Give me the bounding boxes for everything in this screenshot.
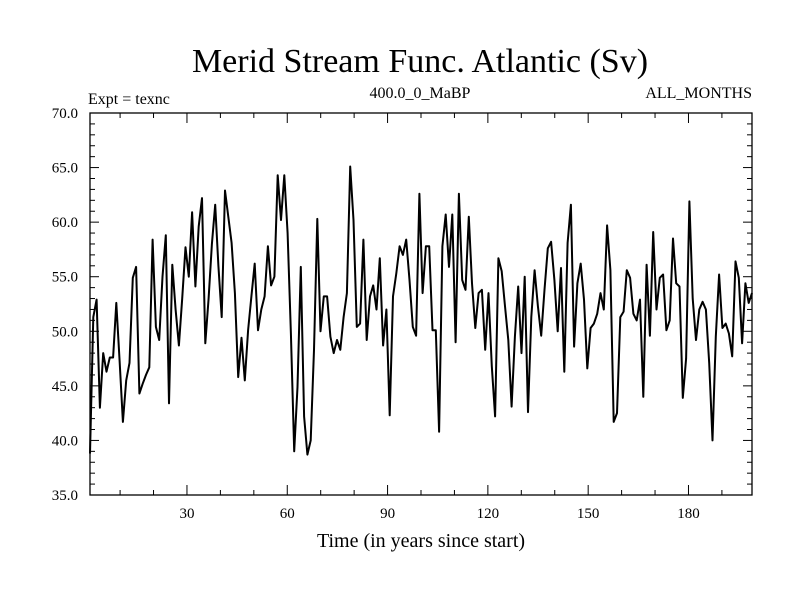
y-tick-label: 55.0 [52,270,78,286]
x-tick-label: 180 [677,506,700,522]
tick-labels: 35.0 40.0 45.0 50.0 55.0 60.0 65.0 70.0 30 60 90 12… [52,106,700,522]
x-tick-label: 150 [577,506,600,522]
chart-title: Merid Stream Func. Atlantic (Sv) [192,43,648,80]
subtitle-months: ALL_MONTHS [645,85,752,102]
axes [90,112,752,496]
x-tick-label: 30 [179,506,194,522]
y-tick-label: 60.0 [52,215,78,231]
y-tick-label: 35.0 [52,488,78,504]
x-tick-label: 120 [477,506,500,522]
x-axis-label: Time (in years since start) [317,530,525,552]
y-tick-label: 65.0 [52,161,78,177]
y-tick-label: 50.0 [52,324,78,340]
subtitle-period: 400.0_0_MaBP [370,85,471,102]
x-tick-label: 90 [380,506,395,522]
x-tick-label: 60 [280,506,295,522]
subtitle-experiment: Expt = texnc [88,91,170,108]
series-line [89,165,753,456]
plot-frame [89,112,753,496]
y-tick-label: 45.0 [52,379,78,395]
y-tick-label: 40.0 [52,433,78,449]
y-tick-label: 70.0 [52,106,78,122]
